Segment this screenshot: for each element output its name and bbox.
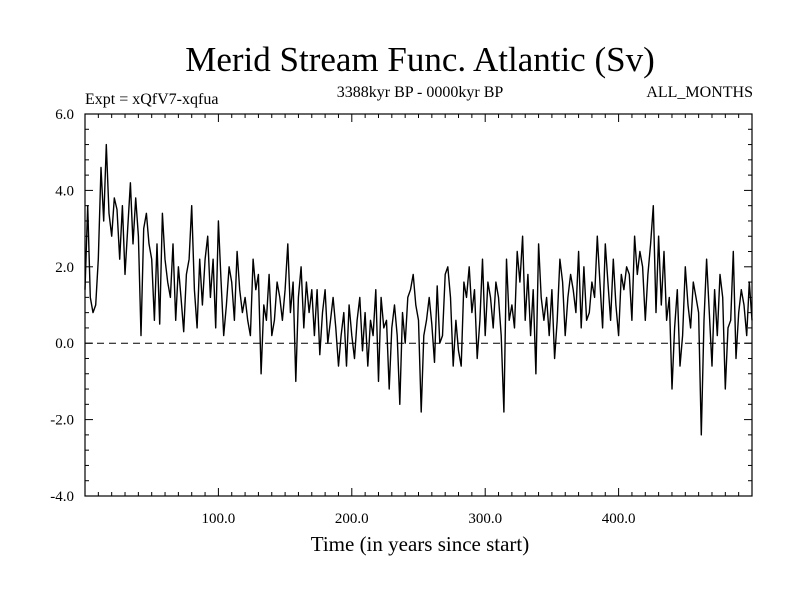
x-axis-ticks: 100.0 200.0 300.0 400.0 — [97, 114, 740, 527]
chart-subtitle-experiment: Expt = xQfV7-xqfua — [85, 91, 218, 108]
x-axis-label: Time (in years since start) — [311, 532, 530, 556]
chart-subtitle-months: ALL_MONTHS — [646, 84, 753, 101]
y-tick-label: 6.0 — [55, 107, 74, 123]
y-tick-label: 2.0 — [55, 260, 74, 276]
y-tick-label: -2.0 — [50, 413, 74, 429]
y-tick-label: 4.0 — [55, 183, 74, 199]
y-axis-ticks: -4.0 -2.0 0.0 2.0 4.0 6.0 — [50, 107, 752, 505]
y-tick-label: 0.0 — [55, 336, 74, 352]
x-tick-label: 400.0 — [602, 511, 636, 527]
y-tick-label: -4.0 — [50, 489, 74, 505]
chart-title: Merid Stream Func. Atlantic (Sv) — [185, 40, 655, 79]
x-tick-label: 100.0 — [202, 511, 236, 527]
x-tick-label: 300.0 — [468, 511, 502, 527]
series-line-stream-function — [84, 143, 753, 436]
chart-subtitle-period: 3388kyr BP - 0000kyr BP — [337, 84, 504, 101]
x-tick-label: 200.0 — [335, 511, 369, 527]
